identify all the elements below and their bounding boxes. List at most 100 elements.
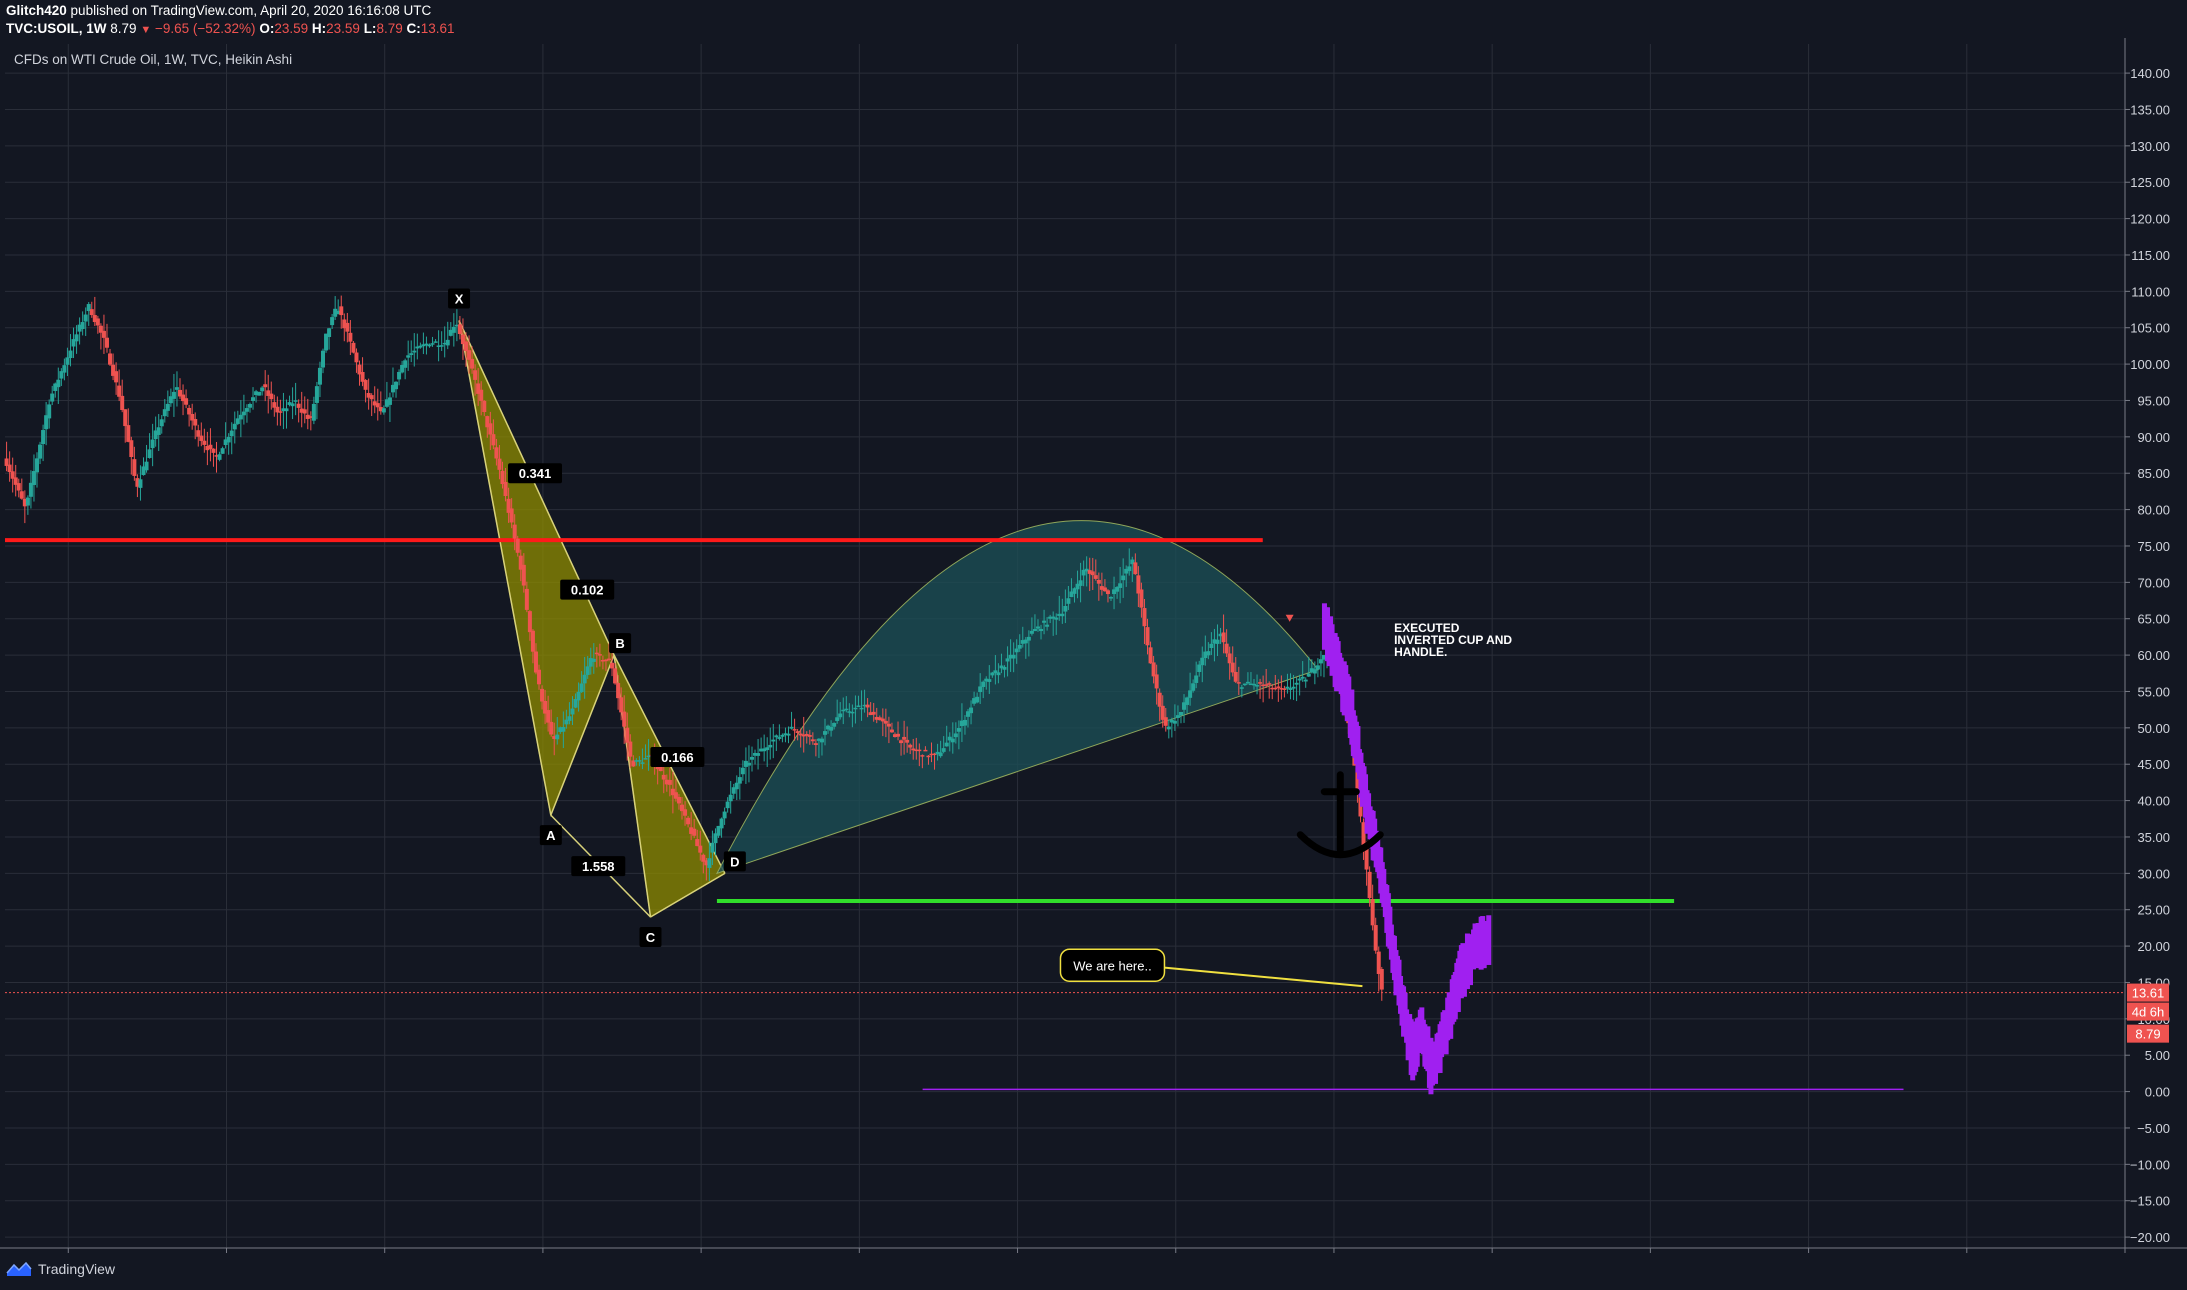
candle-body — [1069, 591, 1074, 598]
candle-body — [880, 718, 885, 722]
candle-body — [74, 334, 79, 342]
candle-body — [613, 668, 618, 684]
candle-body — [159, 419, 164, 427]
candle-body — [594, 652, 599, 655]
ratio-label: 1.558 — [582, 859, 615, 874]
candle-body — [774, 735, 779, 738]
price-chart[interactable]: 140.00 135.00 130.00 125.00 120.00 115.00 110.… — [0, 38, 2187, 1254]
close-label: C: — [406, 21, 421, 36]
candle-body — [856, 705, 861, 708]
inverted-cup — [715, 520, 1319, 875]
candle-body — [1206, 651, 1211, 656]
low-label: L: — [363, 21, 377, 36]
candle-body — [47, 404, 52, 419]
note-line: EXECUTED — [1394, 621, 1460, 635]
candle-body — [1376, 951, 1381, 974]
countdown-tag-bg — [2127, 1002, 2169, 1021]
candle-body — [1218, 633, 1223, 637]
candle-body — [1306, 673, 1311, 677]
tradingview-brand[interactable]: TradingView — [38, 1261, 116, 1277]
candle-body — [281, 408, 286, 412]
candle-body — [640, 762, 645, 764]
y-tick-label: 80.00 — [2137, 503, 2170, 518]
harmonic-leg — [550, 654, 615, 816]
candle-body — [241, 411, 246, 416]
candle-body — [555, 734, 560, 740]
candle-body — [53, 383, 58, 391]
candle-body — [1230, 662, 1235, 673]
candle-body — [762, 748, 767, 752]
candle-body — [244, 408, 249, 412]
tradingview-logo-icon[interactable] — [6, 1261, 32, 1277]
candle-body — [1102, 587, 1107, 592]
candle-body — [400, 365, 405, 373]
candle-body — [874, 716, 879, 720]
candle-body — [59, 371, 64, 379]
candle-body — [205, 445, 210, 451]
candle-body — [165, 403, 170, 411]
candle-body — [1212, 639, 1217, 644]
candle-body — [311, 403, 316, 421]
candle-body — [257, 391, 262, 396]
y-tick-label: 60.00 — [2137, 648, 2170, 663]
author-name[interactable]: Glitch420 — [6, 3, 67, 18]
candle-body — [22, 498, 27, 507]
candle-body — [628, 741, 633, 757]
candle-body — [899, 740, 904, 744]
candle-body — [278, 411, 283, 413]
candle-body — [625, 727, 630, 743]
candle-body — [695, 839, 700, 847]
candle-body — [768, 744, 773, 748]
candle-body — [1188, 690, 1193, 698]
candle-body — [126, 425, 131, 442]
candle-body — [959, 720, 964, 727]
candle-body — [454, 324, 459, 327]
candle-body — [530, 630, 535, 652]
candle-body — [969, 707, 974, 714]
footer: TradingView — [6, 1261, 115, 1277]
candle-body — [1048, 616, 1053, 619]
candle-body — [902, 736, 907, 740]
candle-body — [1148, 647, 1153, 664]
candle-body — [1118, 583, 1123, 588]
candle-body — [1379, 968, 1384, 990]
y-tick-label: 5.00 — [2145, 1048, 2170, 1063]
candle-body — [1142, 608, 1147, 627]
candle-body — [743, 760, 748, 767]
candle-body — [953, 733, 958, 738]
candle-body — [31, 471, 36, 486]
candle-body — [448, 329, 453, 336]
candle-body — [1014, 648, 1019, 653]
candle-body — [1057, 613, 1062, 616]
candle-body — [442, 342, 447, 345]
harmonic-point-label: B — [615, 636, 624, 651]
publish-header: Glitch420 published on TradingView.com, … — [6, 3, 431, 18]
candle-body — [321, 350, 325, 368]
candle-body — [862, 704, 867, 707]
candle-body — [1367, 871, 1372, 899]
candle-body — [485, 416, 490, 428]
candle-body — [232, 423, 237, 430]
candle-body — [667, 780, 672, 785]
candle-body — [524, 588, 529, 610]
candle-body — [1087, 570, 1092, 574]
candle-body — [996, 672, 1001, 676]
candle-body — [460, 334, 465, 345]
harmonic-leg — [650, 872, 726, 918]
candle-body — [1197, 664, 1202, 673]
candle-body — [479, 389, 484, 401]
candle-body — [324, 333, 329, 351]
candle-body — [290, 403, 295, 407]
candle-body — [44, 415, 49, 430]
candle-body — [491, 434, 496, 446]
candle-body — [1005, 658, 1010, 662]
y-tick-label: 135.00 — [2130, 102, 2170, 117]
candle-body — [1035, 626, 1040, 629]
down-arrow-icon: ▼ — [140, 24, 152, 36]
candle-body — [476, 383, 481, 394]
candle-body — [467, 350, 472, 360]
ratio-label-box — [571, 856, 626, 877]
candle-body — [1258, 682, 1263, 684]
candle-body — [610, 662, 615, 669]
candle-body — [254, 391, 259, 395]
